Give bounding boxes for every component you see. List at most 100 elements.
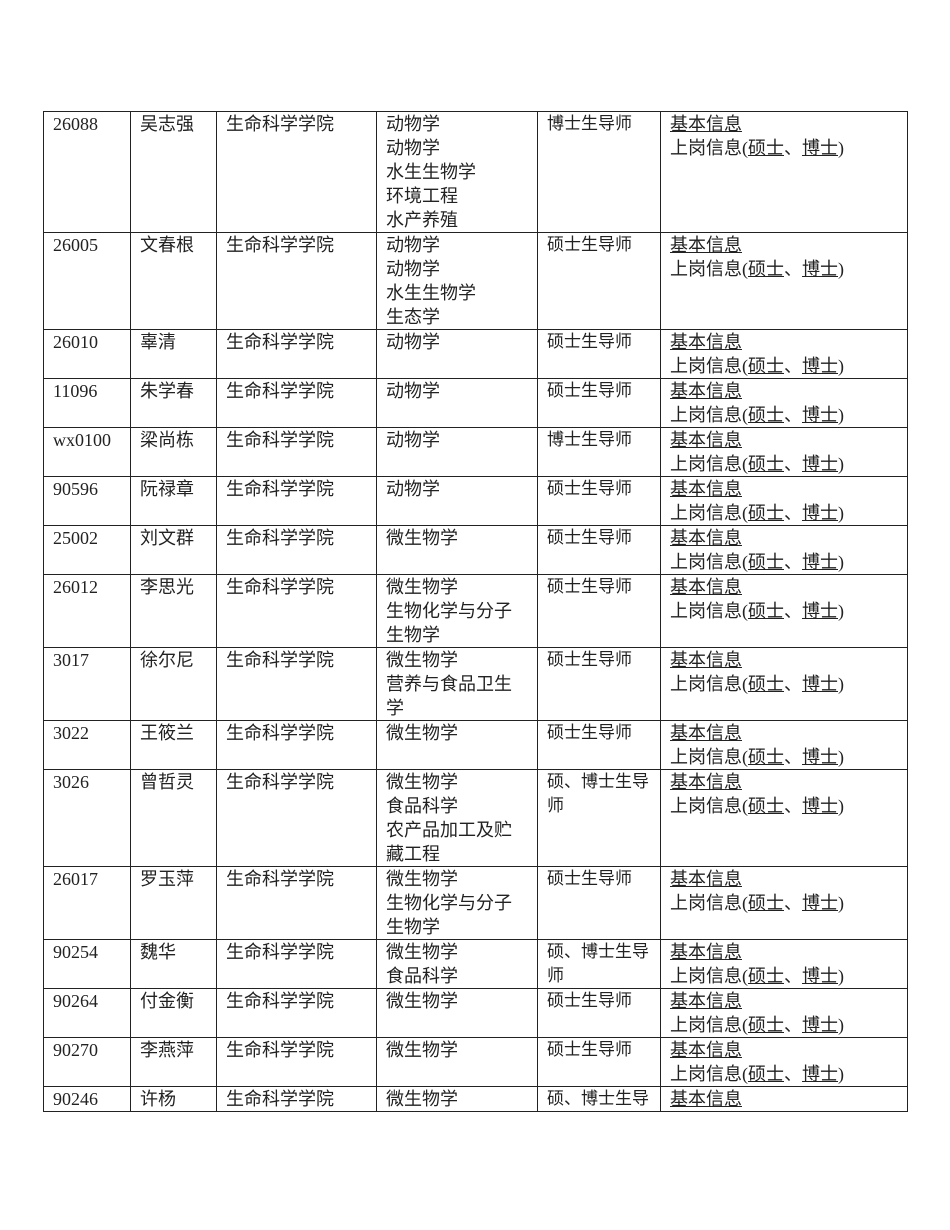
post-info-text: 、 [784, 966, 802, 986]
post-info-text: 上岗信息( [670, 552, 748, 572]
name-cell: 徐尔尼 [130, 647, 217, 721]
links-cell: 基本信息 上岗信息(硕士、博士) [660, 378, 908, 428]
table-body: 26088 吴志强 生命科学学院 动物学 动物学 水生生物学 环境工程 水产养殖 博士生导师 基本… [43, 111, 908, 1112]
post-info-link[interactable]: 博士 [802, 1064, 838, 1084]
post-info-link[interactable]: 博士 [802, 552, 838, 572]
major: 动物学 [386, 259, 440, 279]
post-info-link[interactable]: 硕士 [748, 966, 784, 986]
post-info-text: 、 [784, 552, 802, 572]
basic-info-link[interactable]: 基本信息 [670, 991, 742, 1011]
post-info-link[interactable]: 硕士 [748, 138, 784, 158]
post-info-link[interactable]: 硕士 [748, 893, 784, 913]
major: 动物学 [386, 479, 440, 499]
basic-info-link[interactable]: 基本信息 [670, 528, 742, 548]
post-info-link[interactable]: 博士 [802, 138, 838, 158]
basic-info-link[interactable]: 基本信息 [670, 869, 742, 889]
college-cell: 生命科学学院 [216, 769, 377, 867]
majors-cell: 微生物学 [376, 988, 538, 1038]
post-info-line: 上岗信息(硕士、博士) [670, 452, 899, 476]
major: 水生生物学 [386, 162, 476, 182]
id-cell: 26012 [43, 574, 131, 648]
major: 动物学 [386, 381, 440, 401]
post-info-link[interactable]: 博士 [802, 1015, 838, 1035]
table-row: 11096 朱学春 生命科学学院 动物学 硕士生导师 基本信息 上岗信息(硕士、博士) [43, 378, 908, 428]
college-cell: 生命科学学院 [216, 111, 377, 233]
post-info-text: 、 [784, 138, 802, 158]
post-info-line: 上岗信息(硕士、博士) [670, 257, 899, 281]
basic-info-link[interactable]: 基本信息 [670, 381, 742, 401]
post-info-line: 上岗信息(硕士、博士) [670, 964, 899, 988]
basic-info-link[interactable]: 基本信息 [670, 1089, 742, 1109]
basic-info-link[interactable]: 基本信息 [670, 577, 742, 597]
post-info-link[interactable]: 博士 [802, 966, 838, 986]
majors-cell: 动物学 动物学 水生生物学 生态学 [376, 232, 538, 330]
college-cell: 生命科学学院 [216, 329, 377, 379]
post-info-link[interactable]: 博士 [802, 259, 838, 279]
major: 动物学 [386, 138, 440, 158]
table-row: wx0100 梁尚栋 生命科学学院 动物学 博士生导师 基本信息 上岗信息(硕士、博士) [43, 427, 908, 477]
post-info-line: 上岗信息(硕士、博士) [670, 136, 899, 160]
post-info-link[interactable]: 博士 [802, 405, 838, 425]
table-row: 26010 辜清 生命科学学院 动物学 硕士生导师 基本信息 上岗信息(硕士、博士) [43, 329, 908, 379]
basic-info-link[interactable]: 基本信息 [670, 235, 742, 255]
basic-info-link[interactable]: 基本信息 [670, 942, 742, 962]
table-row: 3017 徐尔尼 生命科学学院 微生物学 营养与食品卫生学 硕士生导师 基本信息 上岗信息(硕… [43, 647, 908, 721]
basic-info-link[interactable]: 基本信息 [670, 1040, 742, 1060]
post-info-link[interactable]: 博士 [802, 796, 838, 816]
role-cell: 硕士生导师 [537, 574, 661, 648]
post-info-text: 上岗信息( [670, 503, 748, 523]
post-info-link[interactable]: 硕士 [748, 1015, 784, 1035]
post-info-link[interactable]: 硕士 [748, 405, 784, 425]
post-info-link[interactable]: 博士 [802, 674, 838, 694]
post-info-link[interactable]: 硕士 [748, 503, 784, 523]
post-info-link[interactable]: 硕士 [748, 454, 784, 474]
basic-info-link[interactable]: 基本信息 [670, 650, 742, 670]
post-info-link[interactable]: 硕士 [748, 259, 784, 279]
post-info-link[interactable]: 硕士 [748, 601, 784, 621]
post-info-link[interactable]: 博士 [802, 356, 838, 376]
post-info-text: 、 [784, 1015, 802, 1035]
post-info-link[interactable]: 硕士 [748, 796, 784, 816]
basic-info-link[interactable]: 基本信息 [670, 114, 742, 134]
links-cell: 基本信息 上岗信息(硕士、博士) [660, 1037, 908, 1087]
post-info-text: ) [838, 674, 844, 694]
post-info-link[interactable]: 硕士 [748, 356, 784, 376]
basic-info-link[interactable]: 基本信息 [670, 772, 742, 792]
links-cell: 基本信息 [660, 1086, 908, 1112]
advisor-table: 26088 吴志强 生命科学学院 动物学 动物学 水生生物学 环境工程 水产养殖 博士生导师 基本… [43, 111, 908, 1112]
basic-info-line: 基本信息 [670, 331, 899, 355]
name-cell: 梁尚栋 [130, 427, 217, 477]
post-info-text: 、 [784, 454, 802, 474]
role-cell: 硕士生导师 [537, 647, 661, 721]
post-info-link[interactable]: 博士 [802, 747, 838, 767]
table-row: 90596 阮禄章 生命科学学院 动物学 硕士生导师 基本信息 上岗信息(硕士、博士) [43, 476, 908, 526]
post-info-text: ) [838, 796, 844, 816]
college-cell: 生命科学学院 [216, 866, 377, 940]
majors-cell: 微生物学 [376, 525, 538, 575]
basic-info-link[interactable]: 基本信息 [670, 430, 742, 450]
post-info-link[interactable]: 博士 [802, 893, 838, 913]
table-row: 26005 文春根 生命科学学院 动物学 动物学 水生生物学 生态学 硕士生导师 基本信息 上岗信… [43, 232, 908, 330]
basic-info-link[interactable]: 基本信息 [670, 723, 742, 743]
post-info-link[interactable]: 硕士 [748, 552, 784, 572]
links-cell: 基本信息 上岗信息(硕士、博士) [660, 476, 908, 526]
post-info-link[interactable]: 硕士 [748, 747, 784, 767]
post-info-text: 上岗信息( [670, 747, 748, 767]
name-cell: 刘文群 [130, 525, 217, 575]
college-cell: 生命科学学院 [216, 574, 377, 648]
post-info-link[interactable]: 博士 [802, 601, 838, 621]
post-info-text: 上岗信息( [670, 405, 748, 425]
post-info-link[interactable]: 硕士 [748, 674, 784, 694]
id-cell: 90264 [43, 988, 131, 1038]
college-cell: 生命科学学院 [216, 232, 377, 330]
post-info-text: 、 [784, 503, 802, 523]
post-info-link[interactable]: 博士 [802, 454, 838, 474]
basic-info-link[interactable]: 基本信息 [670, 479, 742, 499]
basic-info-link[interactable]: 基本信息 [670, 332, 742, 352]
post-info-link[interactable]: 硕士 [748, 1064, 784, 1084]
post-info-text: 上岗信息( [670, 674, 748, 694]
post-info-link[interactable]: 博士 [802, 503, 838, 523]
majors-cell: 动物学 [376, 427, 538, 477]
table-row: 90246 许杨 生命科学学院 微生物学 硕、博士生导 基本信息 [43, 1086, 908, 1112]
